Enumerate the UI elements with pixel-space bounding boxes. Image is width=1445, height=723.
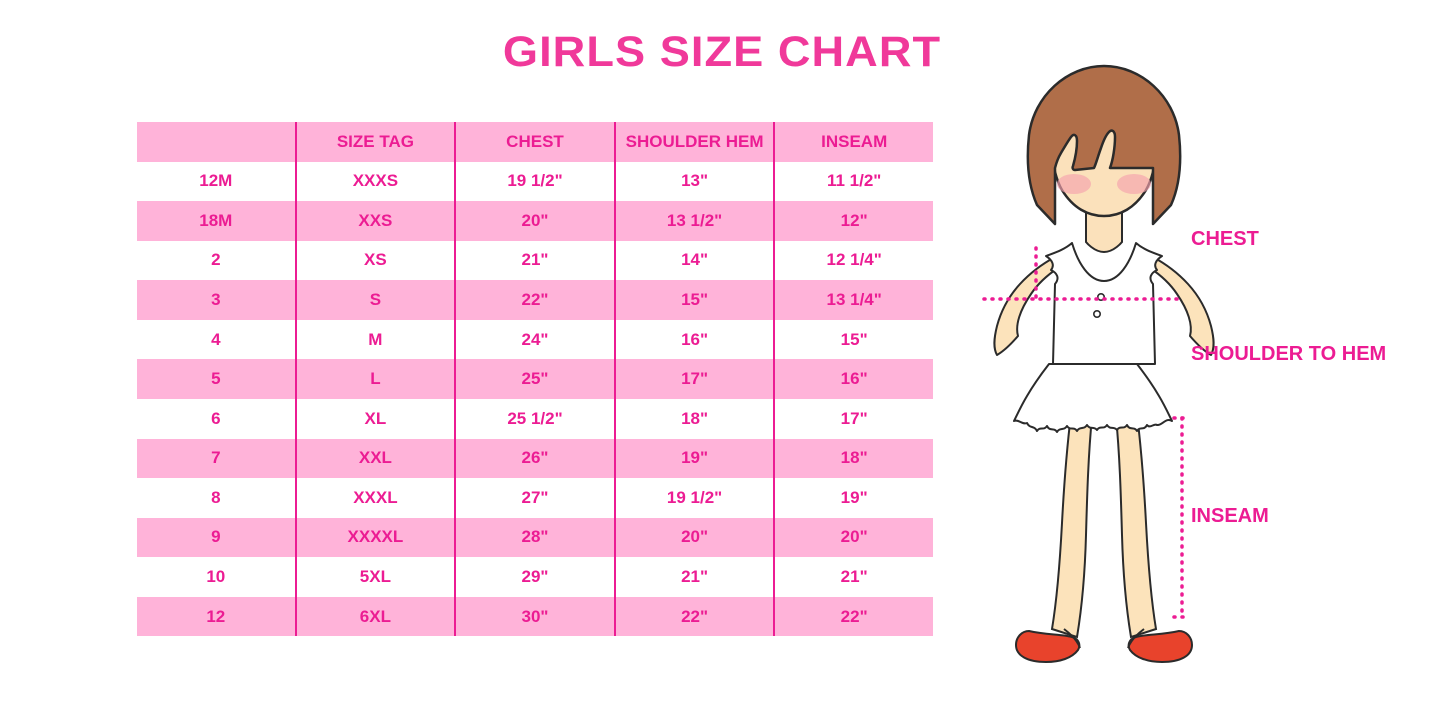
svg-text:SHOULDER TO HEM: SHOULDER TO HEM [1191, 343, 1386, 365]
svg-text:CHEST: CHEST [1191, 228, 1259, 250]
svg-text:INSEAM: INSEAM [1191, 505, 1269, 527]
